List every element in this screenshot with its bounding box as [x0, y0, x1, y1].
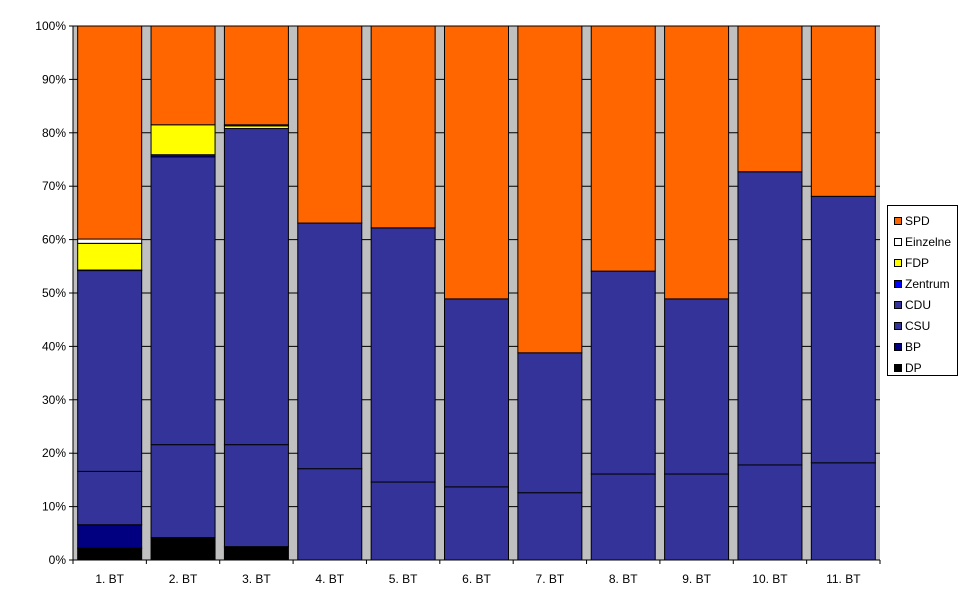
legend-item-spd: SPD	[888, 210, 957, 231]
bar-segment-csu	[664, 473, 730, 561]
legend-swatch	[894, 300, 902, 309]
x-tick-label: 2. BT	[169, 572, 198, 586]
bar-segment-spd	[297, 25, 363, 224]
y-tick-label: 70%	[42, 179, 66, 193]
y-tick-label: 100%	[35, 19, 66, 33]
x-tick-label: 3. BT	[242, 572, 271, 586]
legend-label: FDP	[905, 255, 929, 270]
bar-segment-csu	[737, 464, 803, 561]
bar-segment-cdu	[444, 298, 509, 488]
x-tick-label: 9. BT	[682, 572, 711, 586]
bar-segment-csu	[590, 473, 656, 561]
legend-label: BP	[905, 339, 922, 354]
legend-item-cdu: CDU	[888, 294, 957, 315]
x-tick-label: 6. BT	[462, 572, 491, 586]
bar-segment-cdu	[150, 156, 216, 446]
legend-item-einzelne: Einzelne	[888, 231, 957, 252]
legend-swatch	[894, 216, 902, 225]
bar-segment-cdu	[517, 352, 583, 494]
x-tick-label: 4. BT	[315, 572, 344, 586]
legend-item-fdp: FDP	[888, 252, 957, 273]
x-tick-label: 11. BT	[826, 572, 861, 586]
y-tick-label: 30%	[42, 393, 66, 407]
bar-segment-cdu	[223, 128, 289, 446]
y-tick-label: 10%	[42, 500, 66, 514]
y-axis-ticks: 0% 10% 20% 30% 40% 50% 60% 70% 80% 90% 100%	[35, 19, 73, 567]
legend-item-bp: BP	[888, 336, 957, 357]
bar-segment-csu	[77, 470, 143, 526]
x-tick-label: 7. BT	[536, 572, 565, 586]
y-tick-label: 20%	[42, 446, 66, 460]
bars-group	[77, 25, 876, 561]
legend-label: CSU	[905, 318, 931, 333]
bar-segment-cdu	[664, 298, 730, 475]
bar-segment-spd	[810, 25, 876, 197]
bar-segment-dp	[77, 547, 143, 561]
bar-segment-spd	[223, 25, 289, 126]
legend-label: Zentrum	[905, 276, 950, 291]
y-tick-label: 90%	[42, 72, 66, 86]
y-tick-label: 50%	[42, 286, 66, 300]
bar-segment-spd	[77, 25, 143, 240]
x-axis-ticks: 1. BT 2. BT 3. BT 4. BT 5. BT 6. BT 7. BT 8. BT…	[72, 560, 881, 586]
bar-segment-spd	[517, 25, 583, 354]
bar-segment-csu	[223, 444, 289, 548]
y-tick-label: 60%	[42, 233, 66, 247]
legend-swatch	[894, 342, 902, 351]
legend-label: DP	[905, 360, 922, 375]
legend-swatch	[894, 321, 902, 330]
bar-segment-bp	[77, 524, 143, 549]
legend-label: Einzelne	[905, 234, 952, 249]
legend-swatch	[894, 279, 902, 288]
bar-segment-spd	[737, 25, 803, 173]
x-tick-label: 5. BT	[389, 572, 418, 586]
x-tick-label: 1. BT	[95, 572, 124, 586]
legend-swatch	[894, 237, 902, 246]
y-tick-label: 0%	[49, 553, 67, 567]
bar-segment-csu	[150, 444, 216, 539]
bar-segment-spd	[664, 25, 730, 300]
bar-segment-cdu	[297, 222, 363, 470]
legend-swatch	[894, 258, 902, 267]
legend-item-zentrum: Zentrum	[888, 273, 957, 294]
y-tick-label: 40%	[42, 339, 66, 353]
bar-segment-cdu	[590, 270, 656, 475]
bar-segment-cdu	[77, 270, 143, 472]
bar-segment-fdp	[77, 242, 143, 271]
bar-segment-csu	[370, 481, 436, 561]
bar-segment-csu	[297, 468, 363, 561]
bar-segment-einzelne	[77, 238, 143, 244]
legend-label: SPD	[905, 213, 930, 228]
bar-segment-spd	[370, 25, 436, 229]
bar-segment-spd	[150, 25, 216, 126]
bar-segment-dp	[150, 537, 216, 561]
bar-segment-fdp	[150, 124, 216, 156]
bar-segment-spd	[444, 25, 509, 300]
bar-segment-cdu	[810, 195, 876, 464]
x-tick-label: 10. BT	[752, 572, 788, 586]
bar-segment-dp	[223, 546, 289, 561]
y-tick-label: 80%	[42, 126, 66, 140]
legend-label: CDU	[905, 297, 931, 312]
legend-swatch	[894, 363, 902, 372]
legend-item-dp: DP	[888, 357, 957, 378]
legend-item-csu: CSU	[888, 315, 957, 336]
legend: SPD Einzelne FDP Zentrum CDU CSU BP DP	[887, 205, 958, 376]
bar-segment-csu	[517, 492, 583, 561]
bar-segment-cdu	[737, 171, 803, 466]
bar-segment-cdu	[370, 227, 436, 483]
x-tick-label: 8. BT	[609, 572, 638, 586]
bar-segment-csu	[810, 462, 876, 561]
bar-segment-csu	[444, 486, 509, 561]
bar-segment-spd	[590, 25, 656, 272]
